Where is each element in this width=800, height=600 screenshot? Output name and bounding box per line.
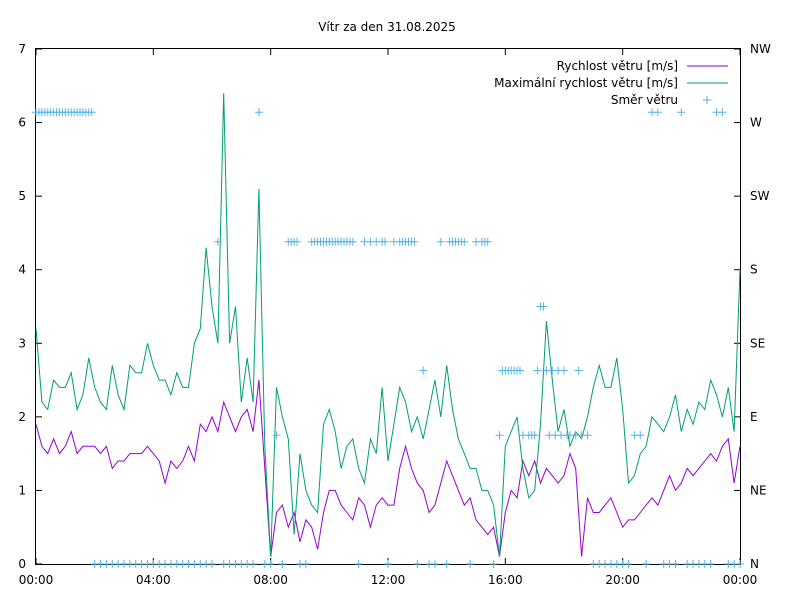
y-axis-labels: 0 1 2 3 4 5 6 7 <box>18 42 26 571</box>
x-tick-label: 08:00 <box>253 573 288 587</box>
y2-tick-label: N <box>750 557 759 571</box>
series-2 <box>32 108 744 568</box>
direction-point <box>302 560 310 568</box>
x-tick-label: 12:00 <box>371 573 406 587</box>
y-tick-label: 6 <box>18 116 26 130</box>
legend-label-speed: Rychlost větru [m/s] <box>557 59 678 73</box>
y-tick-label: 4 <box>18 263 26 277</box>
chart-title: Vítr za den 31.08.2025 <box>318 20 456 34</box>
direction-point <box>636 431 644 439</box>
y2-tick-label: SE <box>750 336 765 350</box>
series-line <box>36 380 740 556</box>
series-layer <box>32 93 744 568</box>
direction-point <box>583 431 591 439</box>
x-tick-label: 00:00 <box>723 573 758 587</box>
direction-point <box>707 560 715 568</box>
direction-point <box>490 560 498 568</box>
direction-point <box>642 560 650 568</box>
direction-point <box>671 560 679 568</box>
y-tick-label: 0 <box>18 557 26 571</box>
axis-ticks <box>36 49 740 564</box>
y2-tick-label: W <box>750 116 762 130</box>
direction-point <box>625 560 633 568</box>
direction-point <box>466 560 474 568</box>
direction-point <box>443 560 451 568</box>
direction-point <box>560 367 568 375</box>
direction-point <box>736 560 744 568</box>
x-tick-label: 16:00 <box>488 573 523 587</box>
direction-point <box>495 431 503 439</box>
y2-tick-label: E <box>750 410 758 424</box>
series-0 <box>36 380 740 556</box>
plot-frame <box>36 49 741 565</box>
direction-point <box>267 560 275 568</box>
y2-tick-label: S <box>750 263 758 277</box>
y2-tick-label: SW <box>750 189 770 203</box>
series-line <box>36 93 740 556</box>
direction-point <box>273 431 281 439</box>
y-tick-label: 1 <box>18 483 26 497</box>
legend-label-max-speed: Maximální rychlost větru [m/s] <box>494 76 678 90</box>
direction-point <box>419 367 427 375</box>
direction-point <box>575 367 583 375</box>
direction-point <box>208 560 216 568</box>
direction-point <box>255 108 263 116</box>
legend-swatch-direction <box>703 96 711 104</box>
legend-label-direction: Směr větru <box>611 93 678 107</box>
y2-tick-label: NW <box>750 42 771 56</box>
y2-tick-label: NE <box>750 483 767 497</box>
direction-point <box>677 108 685 116</box>
x-tick-label: 04:00 <box>136 573 171 587</box>
wind-chart: Vítr za den 31.08.2025 00:00 04:00 08:00 12… <box>0 0 800 600</box>
series-1 <box>36 93 740 556</box>
x-tick-label: 00:00 <box>19 573 54 587</box>
y-tick-label: 3 <box>18 336 26 350</box>
direction-point <box>355 560 363 568</box>
legend: Rychlost větru [m/s] Maximální rychlost … <box>494 59 728 107</box>
y-tick-label: 2 <box>18 410 26 424</box>
x-tick-label: 20:00 <box>605 573 640 587</box>
y-tick-label: 7 <box>18 42 26 56</box>
y-tick-label: 5 <box>18 189 26 203</box>
direction-point <box>413 560 421 568</box>
direction-point <box>431 560 439 568</box>
direction-point <box>718 108 726 116</box>
direction-point <box>278 560 286 568</box>
legend-plus-marker <box>703 96 711 104</box>
direction-point <box>249 560 257 568</box>
direction-point <box>384 560 392 568</box>
y2-axis-labels: N NE E SE S SW W NW <box>750 42 771 571</box>
direction-point <box>534 367 542 375</box>
x-axis-labels: 00:00 04:00 08:00 12:00 16:00 20:00 00:00 <box>19 573 758 587</box>
direction-point <box>654 108 662 116</box>
direction-point <box>437 238 445 246</box>
